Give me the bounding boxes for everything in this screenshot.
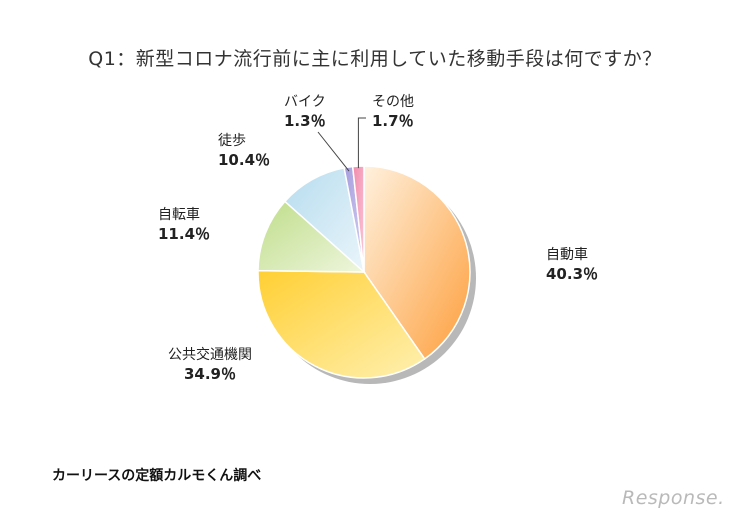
slice-value-car: 40.3％	[546, 265, 599, 283]
leader-line-other	[357, 117, 366, 169]
slice-name-motorcycle: バイク	[284, 94, 326, 110]
pie-slice-car	[363, 165, 471, 360]
slice-value-other: 1.7％	[372, 112, 414, 130]
pie-slice-walking	[283, 167, 366, 275]
slice-name-bicycle: 自転車	[158, 207, 200, 223]
slice-label-motorcycle: バイク 1.3％	[284, 93, 326, 131]
slice-value-public-transport: 34.9％	[183, 365, 236, 383]
slice-label-public-transport: 公共交通機関 34.9％	[168, 346, 252, 384]
slice-label-bicycle: 自転車 11.4％	[158, 206, 210, 244]
slice-value-walking: 10.4％	[218, 151, 271, 169]
slice-label-car: 自動車 40.3％	[546, 246, 598, 284]
source-note: カーリースの定額カルモくん調べ	[52, 468, 262, 484]
pie-slice-public-transport	[257, 269, 426, 379]
leader-line-motorcycle	[317, 131, 350, 172]
slice-value-bicycle: 11.4％	[158, 225, 211, 243]
chart-title: Q1：新型コロナ流行前に主に利用していた移動手段は何ですか？	[88, 48, 662, 70]
slice-label-other: その他 1.7％	[372, 93, 414, 131]
slice-name-walking: 徒歩	[218, 133, 246, 149]
slice-name-public-transport: 公共交通機関	[168, 347, 252, 363]
response-logo: Response.	[622, 487, 725, 509]
slice-value-motorcycle: 1.3％	[284, 112, 326, 130]
slice-name-other: その他	[372, 94, 414, 110]
slice-name-car: 自動車	[546, 247, 588, 263]
pie-slice-bicycle	[257, 200, 366, 273]
slice-label-walking: 徒歩 10.4％	[218, 132, 270, 170]
